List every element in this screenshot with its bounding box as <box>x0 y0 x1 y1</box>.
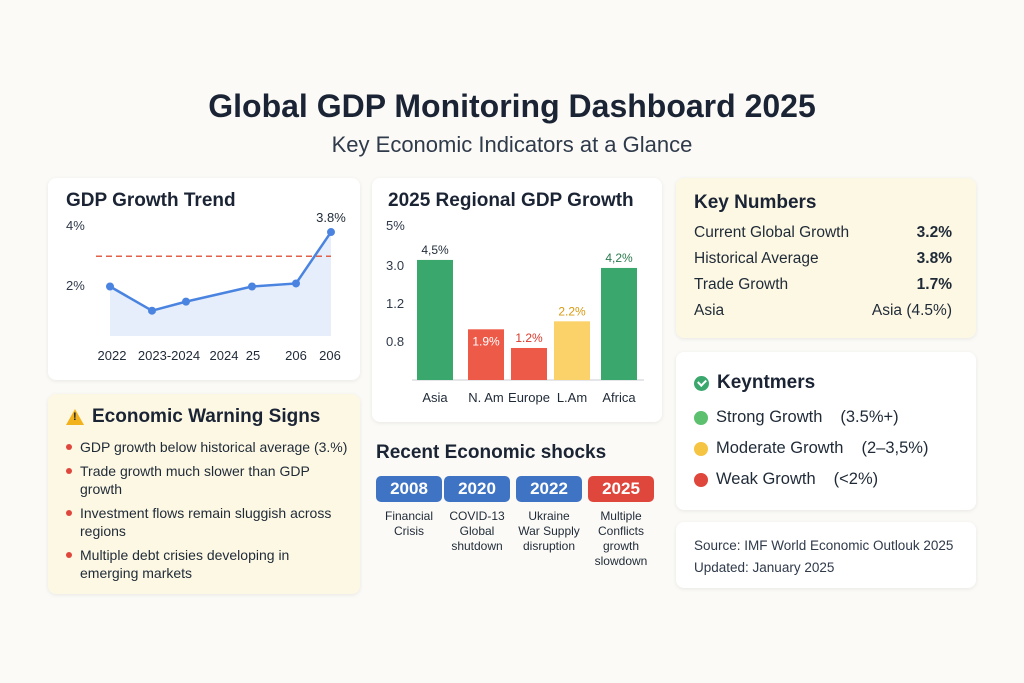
regional-growth-card: 2025 Regional GDP Growth 5% 3.0 1.2 0.8 4,5%… <box>372 178 662 422</box>
key-number-label: Asia <box>694 302 725 319</box>
key-number-row: Historical Average 3.8% <box>694 250 952 268</box>
legend-range: (2–3,5%) <box>861 439 929 457</box>
x-tick-label: L.Am <box>557 390 587 405</box>
y-tick-label: 1.2 <box>386 296 404 311</box>
source-text: Source: IMF World Economic Outlouk 2025 <box>694 538 954 553</box>
trend-heading: GDP Growth Trend <box>66 190 236 211</box>
shock-item: 2025 Multiple Conflicts growth slowdown <box>588 476 654 569</box>
bar <box>417 259 453 380</box>
legend-label: Weak Growth <box>716 470 816 488</box>
shock-description: COVID-13 Global shutdown <box>449 509 505 553</box>
shock-year-badge: 2022 <box>516 476 582 502</box>
shock-description: Multiple Conflicts growth slowdown <box>594 509 648 568</box>
warning-signs-card: Economic Warning Signs GDP growth below … <box>48 394 360 594</box>
shock-item: 2022 Ukraine War Supply disruption <box>516 476 582 554</box>
key-number-label: Historical Average <box>694 250 819 267</box>
x-tick-label: Europe <box>508 390 550 405</box>
warning-heading-text: Economic Warning Signs <box>92 406 321 427</box>
trend-area <box>110 232 331 336</box>
x-tick-label: Asia <box>422 390 448 405</box>
source-card: Source: IMF World Economic Outlouk 2025 … <box>676 522 976 588</box>
gdp-trend-card: GDP Growth Trend 4% 2% 3.8% 2022 2023-2024 20… <box>48 178 360 380</box>
warning-item: Trade growth much slower than GDP growth <box>66 462 350 498</box>
y-tick-label: 5% <box>386 218 405 233</box>
key-number-value: 3.8% <box>916 250 952 267</box>
x-tick-label: N. Am <box>468 390 503 405</box>
legend-item-weak: Weak Growth (<2%) <box>694 470 878 489</box>
shock-year-badge: 2008 <box>376 476 442 502</box>
shock-description: Ukraine War Supply disruption <box>518 509 580 553</box>
page-subtitle: Key Economic Indicators at a Glance <box>331 132 693 157</box>
check-icon <box>694 375 709 391</box>
key-number-row: Trade Growth 1.7% <box>694 276 952 294</box>
key-numbers-card: Key Numbers Current Global Growth 3.2% H… <box>676 178 976 338</box>
regional-growth-chart: 5% 3.0 1.2 0.8 4,5% Asia 1.9% N. Am 1.2% Europe 2.… <box>386 218 644 405</box>
key-number-row: Current Global Growth 3.2% <box>694 224 952 242</box>
legend-item-moderate: Moderate Growth (2–3,5%) <box>694 439 928 458</box>
key-number-label: Current Global Growth <box>694 224 850 241</box>
regional-heading: 2025 Regional GDP Growth <box>388 190 634 211</box>
shock-item: 2020 COVID-13 Global shutdown <box>444 476 510 554</box>
growth-legend-card: Keyntmers Strong Growth (3.5%+) Moderate… <box>676 352 976 510</box>
bar <box>468 329 504 380</box>
green-dot-icon <box>694 410 708 425</box>
shock-year-badge: 2025 <box>588 476 654 502</box>
trend-point <box>106 282 114 291</box>
x-tick-label: Africa <box>602 390 636 405</box>
bar-data-label: 1.9% <box>472 334 500 348</box>
bar-data-label: 1.2% <box>515 331 543 345</box>
shocks-heading: Recent Economic shocks <box>376 442 607 463</box>
warning-heading: Economic Warning Signs <box>66 406 320 428</box>
x-tick-label: 206 <box>285 348 307 363</box>
shock-year-badge: 2020 <box>444 476 510 502</box>
warning-item: Investment flows remain sluggish across … <box>66 504 350 540</box>
legend-label: Strong Growth <box>716 408 823 426</box>
red-dot-icon <box>694 472 708 487</box>
warning-list: GDP growth below historical average (3.%… <box>66 438 350 588</box>
page-title: Global GDP Monitoring Dashboard 2025 <box>208 88 816 124</box>
x-tick-label: 2024 <box>210 348 239 363</box>
legend-heading: Keyntmers <box>694 372 815 394</box>
trend-point <box>148 306 156 315</box>
key-number-row: Asia Asia (4.5%) <box>694 302 952 320</box>
bar-data-label: 4,2% <box>605 251 633 265</box>
trend-line <box>109 231 333 313</box>
legend-item-strong: Strong Growth (3.5%+) <box>694 408 899 427</box>
key-number-value: 3.2% <box>916 224 952 241</box>
key-numbers-heading: Key Numbers <box>694 192 817 213</box>
updated-text: Updated: January 2025 <box>694 560 835 575</box>
warning-item: GDP growth below historical average (3.%… <box>66 438 350 456</box>
legend-label: Moderate Growth <box>716 439 844 457</box>
y-tick-label: 3.0 <box>386 258 404 273</box>
bar <box>511 347 547 380</box>
trend-point <box>182 297 190 306</box>
trend-point <box>248 282 256 291</box>
trend-point <box>327 228 335 237</box>
warning-item: Multiple debt crisies developing in emer… <box>66 546 350 582</box>
key-number-value: 1.7% <box>916 276 952 293</box>
yellow-dot-icon <box>694 441 708 456</box>
bar <box>554 321 590 380</box>
x-tick-label: 206 <box>319 348 341 363</box>
bar-data-label: 2.2% <box>558 304 586 318</box>
x-tick-label: 2022 <box>98 348 127 363</box>
trend-data-label: 3.8% <box>316 210 346 225</box>
bar-data-label: 4,5% <box>421 243 449 257</box>
trend-point <box>292 279 300 288</box>
legend-range: (3.5%+) <box>840 408 899 426</box>
key-number-value: Asia (4.5%) <box>871 302 952 319</box>
gdp-trend-chart: 4% 2% 3.8% 2022 2023-2024 2024 25 206 206 <box>66 210 346 363</box>
key-number-label: Trade Growth <box>694 276 789 293</box>
legend-heading-text: Keyntmers <box>717 372 816 393</box>
y-tick-label: 0.8 <box>386 334 404 349</box>
warning-icon <box>66 409 84 425</box>
x-tick-label: 25 <box>246 348 260 363</box>
bar <box>601 267 637 380</box>
shock-description: Financial Crisis <box>384 509 434 538</box>
y-tick-label: 2% <box>66 278 85 293</box>
shock-item: 2008 Financial Crisis <box>376 476 442 539</box>
y-tick-label: 4% <box>66 218 85 233</box>
legend-range: (<2%) <box>833 470 879 488</box>
x-tick-label: 2023-2024 <box>138 348 200 363</box>
